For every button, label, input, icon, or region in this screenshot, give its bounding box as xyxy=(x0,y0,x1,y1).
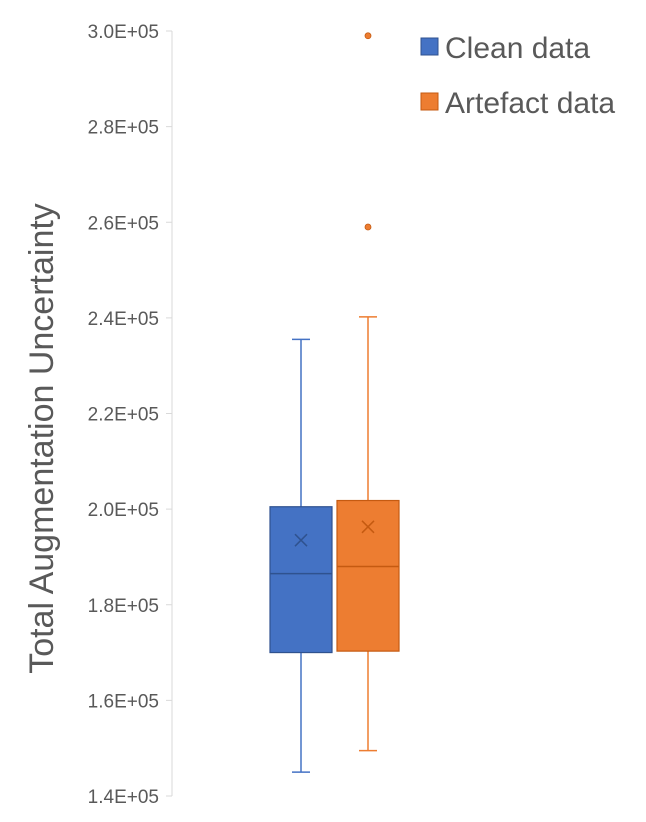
legend-label: Artefact data xyxy=(445,87,615,120)
legend-label: Clean data xyxy=(445,32,590,65)
mean-marker xyxy=(361,520,375,534)
y-tick-label: 1.4E+05 xyxy=(88,787,159,808)
y-tick-label: 2.8E+05 xyxy=(88,118,159,139)
y-tick-label: 2.2E+05 xyxy=(88,405,159,426)
outlier-point xyxy=(364,32,372,40)
y-tick-label: 2.4E+05 xyxy=(88,309,159,330)
y-axis: 1.4E+05 1.6E+05 1.8E+05 2.0E+05 2.2E+05 2.4E+… xyxy=(88,22,173,808)
legend: Clean data Artefact data xyxy=(420,32,615,120)
box-artefact-data xyxy=(336,32,400,752)
y-tick-label: 1.6E+05 xyxy=(88,691,159,712)
outlier-point xyxy=(364,223,372,231)
box-series-group xyxy=(269,32,400,773)
legend-swatch xyxy=(420,37,439,56)
y-tick-label: 1.8E+05 xyxy=(88,596,159,617)
y-axis-title: Total Augmentation Uncertainty xyxy=(23,203,61,674)
y-tick-label: 2.6E+05 xyxy=(88,213,159,234)
y-tick-label: 3.0E+05 xyxy=(88,22,159,43)
y-tick-label: 2.0E+05 xyxy=(88,500,159,521)
mean-marker xyxy=(294,533,308,547)
legend-swatch xyxy=(420,92,439,111)
box-iqr xyxy=(269,506,333,654)
box-clean-data xyxy=(269,338,333,773)
box-iqr xyxy=(336,499,400,652)
